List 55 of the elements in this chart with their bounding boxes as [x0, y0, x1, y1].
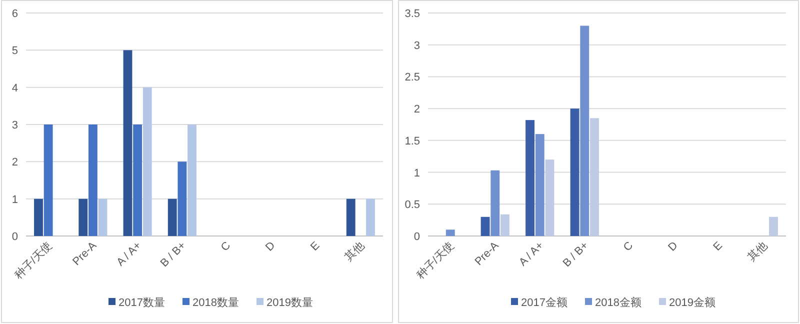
bar [346, 198, 356, 236]
x-tick-label: C [621, 240, 636, 254]
x-tick-label: C [218, 240, 233, 254]
y-tick-label: 2 [414, 104, 420, 116]
bar [78, 198, 88, 236]
bar [526, 120, 535, 236]
x-tick-label: A / A+ [516, 240, 546, 269]
x-tick-label: A / A+ [114, 240, 144, 269]
x-tick-label: 其他 [342, 238, 367, 264]
x-tick-label: D [666, 240, 680, 254]
y-tick-label: 0.5 [404, 199, 420, 212]
legend-label: 2017数量 [118, 297, 165, 309]
y-tick-label: 1.5 [404, 135, 420, 148]
y-tick-label: 3 [414, 40, 420, 52]
y-tick-label: 3.5 [404, 8, 420, 20]
legend-label: 2018数量 [192, 297, 239, 309]
y-tick-label: 2.5 [404, 72, 420, 84]
legend-label: 2019数量 [266, 297, 313, 309]
bar [480, 216, 490, 236]
x-tick-label: B / B+ [158, 240, 188, 270]
x-tick-label: E [308, 240, 322, 254]
y-tick-label: 1 [12, 194, 18, 206]
y-tick-label: 2 [12, 156, 18, 169]
y-tick-label: 4 [12, 82, 18, 94]
bar [133, 124, 142, 236]
bar [44, 124, 53, 236]
y-tick-label: 3 [12, 120, 18, 132]
legend-label: 2018金额 [595, 296, 642, 309]
bar [535, 134, 544, 236]
legend-label: 2019金额 [669, 296, 716, 309]
bar [768, 216, 778, 236]
bar [168, 198, 177, 236]
bar [98, 198, 108, 236]
y-tick-label: 6 [12, 8, 18, 20]
bar [178, 162, 187, 236]
x-tick-label: 其他 [745, 238, 770, 264]
bar [570, 108, 580, 236]
x-tick-label: B / B+ [560, 240, 591, 270]
x-tick-label: E [711, 240, 725, 254]
bar [142, 87, 152, 236]
bar [34, 198, 43, 236]
bar [123, 50, 132, 236]
y-tick-label: 5 [12, 45, 18, 58]
bar [580, 26, 590, 236]
legend-label: 2017金额 [521, 296, 568, 309]
bar [490, 170, 500, 236]
bar [366, 198, 375, 236]
bar [545, 160, 554, 236]
x-tick-label: D [263, 240, 278, 254]
bar [500, 214, 510, 236]
bar [590, 118, 599, 236]
y-tick-label: 1 [414, 167, 420, 180]
bar [188, 124, 196, 236]
bar [446, 230, 455, 236]
bar [88, 124, 98, 236]
